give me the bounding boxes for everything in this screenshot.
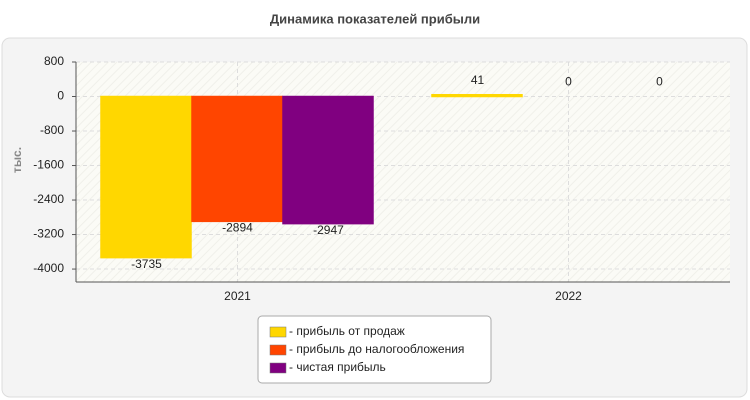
value-label: -2947 (313, 223, 344, 237)
legend-swatch (269, 326, 287, 338)
y-tick-label: 0 (57, 89, 64, 103)
y-tick-label: -1600 (33, 158, 64, 172)
legend-label: - прибыль от продаж (289, 324, 405, 338)
y-tick-label: -3200 (33, 227, 64, 241)
legend-swatch (269, 344, 287, 356)
legend-label: - прибыль до налогообложения (289, 342, 464, 356)
y-tick-label: -2400 (33, 192, 64, 206)
legend-swatch (269, 362, 287, 374)
legend (257, 315, 492, 384)
y-tick-label: -800 (40, 123, 64, 137)
bar (431, 93, 523, 98)
bar (100, 95, 192, 259)
plot: 800 0 -800 -1600 -2400 -3200 -4000 2021 -3735 -28… (33, 54, 730, 374)
x-tick-label: 2022 (555, 289, 582, 303)
chart-title: Динамика показателей прибыли (270, 11, 480, 26)
y-tick-label: 800 (44, 54, 64, 68)
legend-label: - чистая прибыль (289, 360, 386, 374)
bar (191, 95, 283, 223)
value-label: -3735 (131, 257, 162, 271)
y-tick-label: -4000 (33, 261, 64, 275)
x-tick-label: 2021 (224, 289, 251, 303)
value-label: 41 (471, 73, 485, 87)
bar (282, 95, 374, 225)
value-label: 0 (656, 75, 663, 89)
y-axis-label: тыс. (10, 147, 24, 173)
value-label: 0 (565, 75, 572, 89)
value-label: -2894 (222, 221, 253, 235)
